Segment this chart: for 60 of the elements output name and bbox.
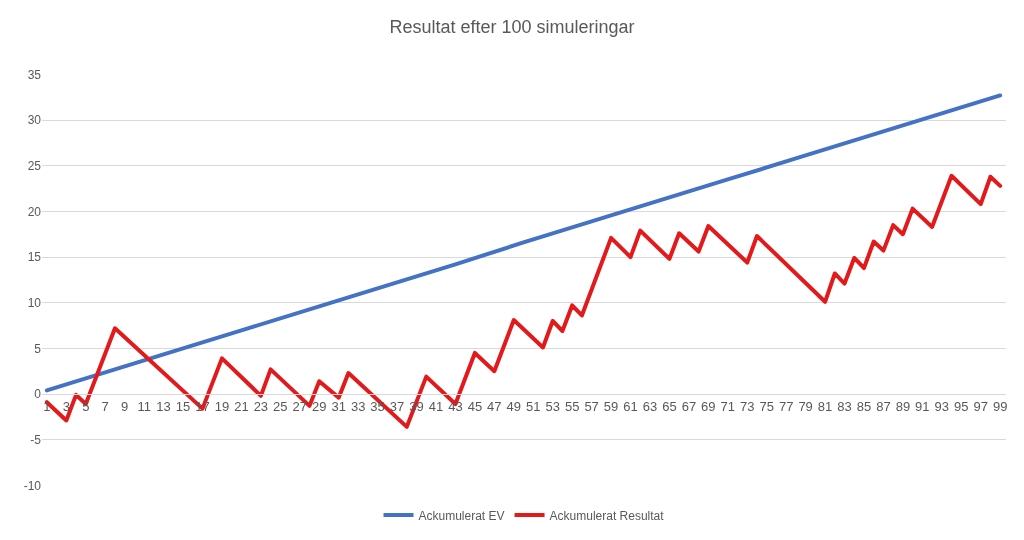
y-tick-label: 30 <box>27 113 42 128</box>
x-tick-label: 3 <box>62 398 70 414</box>
x-tick-label: 47 <box>487 398 502 414</box>
x-tick-label: 87 <box>876 398 891 414</box>
x-tick-label: 37 <box>389 398 405 414</box>
y-tick-label: 10 <box>27 295 42 310</box>
x-tick-label: 99 <box>992 398 1008 414</box>
x-tick-label: 95 <box>954 398 969 414</box>
x-tick-label: 11 <box>137 398 151 414</box>
x-tick-label: 97 <box>973 398 988 414</box>
x-tick-label: 85 <box>856 398 872 414</box>
x-tick-label: 71 <box>720 398 736 414</box>
x-tick-label: 77 <box>778 398 794 414</box>
y-tick-label: 5 <box>34 341 42 356</box>
x-tick-label: 61 <box>623 398 638 414</box>
y-tick-label: 15 <box>27 250 42 265</box>
x-tick-label: 91 <box>915 398 930 414</box>
x-tick-label: 9 <box>121 398 129 414</box>
legend-label: Ackumulerat EV <box>418 508 505 523</box>
line-series <box>44 93 1003 393</box>
y-tick-label: -10 <box>23 478 42 493</box>
x-tick-label: 31 <box>331 398 346 414</box>
x-tick-label: 93 <box>934 398 950 414</box>
x-tick-label: 41 <box>428 398 444 414</box>
x-tick-label: 73 <box>740 398 755 414</box>
x-tick-label: 63 <box>642 398 658 414</box>
y-tick-label: 0 <box>34 387 42 402</box>
y-tick-label: -5 <box>30 432 42 447</box>
x-tick-label: 25 <box>273 398 288 414</box>
x-tick-label: 81 <box>817 398 833 414</box>
x-tick-label: 15 <box>175 398 191 414</box>
x-tick-label: 55 <box>564 398 580 414</box>
x-tick-label: 7 <box>101 398 109 414</box>
x-tick-label: 57 <box>584 398 599 414</box>
x-tick-label: 13 <box>156 398 171 414</box>
x-tick-label: 59 <box>603 398 619 414</box>
x-tick-label: 43 <box>448 398 463 414</box>
x-tick-label: 19 <box>214 398 230 414</box>
chart-title: Resultat efter 100 simuleringar <box>389 17 635 38</box>
x-tick-label: 23 <box>253 398 269 414</box>
y-tick-label: 20 <box>27 204 42 219</box>
x-tick-label: 51 <box>526 398 541 414</box>
x-tick-label: 53 <box>545 398 560 414</box>
x-tick-label: 79 <box>798 398 813 414</box>
x-tick-label: 49 <box>506 398 522 414</box>
y-tick-label: 35 <box>27 67 42 82</box>
x-tick-label: 67 <box>681 398 697 414</box>
x-tick-label: 45 <box>467 398 483 414</box>
y-tick-label: 25 <box>27 158 42 173</box>
x-tick-label: 29 <box>312 398 327 414</box>
x-tick-label: 27 <box>292 398 308 414</box>
x-tick-label: 75 <box>759 398 774 414</box>
x-tick-label: 21 <box>234 398 249 414</box>
x-tick-label: 69 <box>701 398 716 414</box>
x-tick-label: 65 <box>662 398 677 414</box>
legend-label: Ackumulerat Resultat <box>549 508 665 523</box>
x-tick-label: 83 <box>837 398 852 414</box>
x-tick-label: 33 <box>350 398 366 414</box>
x-tick-label: 35 <box>370 398 385 414</box>
x-tick-label: 89 <box>895 398 911 414</box>
